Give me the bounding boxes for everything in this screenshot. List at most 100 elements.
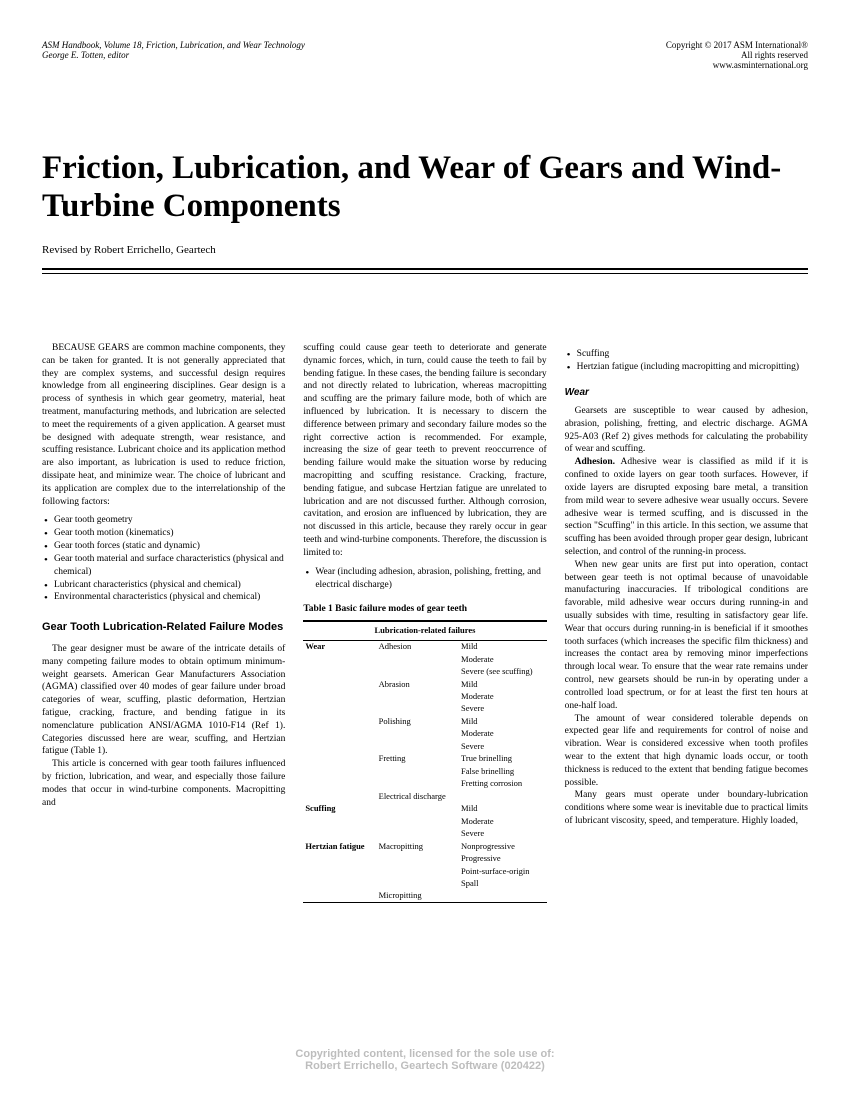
table-cell: Polishing [377, 715, 459, 727]
article-title: Friction, Lubrication, and Wear of Gears… [42, 150, 808, 226]
table-cell: Scuffing [303, 803, 376, 815]
table-cell: Micropitting [377, 890, 459, 903]
table-cell: Moderate [459, 728, 547, 740]
table-cell [377, 728, 459, 740]
list-item: Lubricant characteristics (physical and … [42, 579, 285, 592]
factors-list: Gear tooth geometryGear tooth motion (ki… [42, 514, 285, 604]
table-cell: Mild [459, 640, 547, 653]
table-row: Moderate [303, 728, 546, 740]
table-row: Hertzian fatigueMacropittingNonprogressi… [303, 840, 546, 852]
table-cell: Wear [303, 640, 376, 653]
table-cell [303, 753, 376, 765]
table-cell: Nonprogressive [459, 840, 547, 852]
table-cell [303, 890, 376, 903]
table-row: Severe [303, 740, 546, 752]
author-line: Revised by Robert Errichello, Geartech [42, 244, 808, 256]
editor: George E. Totten, editor [42, 50, 305, 60]
limits-list: Wear (including adhesion, abrasion, poli… [303, 566, 546, 592]
footer-line1: Copyrighted content, licensed for the so… [0, 1048, 850, 1060]
table-cell [377, 828, 459, 840]
list-item: Gear tooth geometry [42, 514, 285, 527]
rule-thick [42, 268, 808, 270]
table-cell [377, 703, 459, 715]
col1-p3: This article is concerned with gear toot… [42, 758, 285, 809]
table-cell: Progressive [459, 853, 547, 865]
table-cell [303, 765, 376, 777]
col3-p2-text: Adhesive wear is classified as mild if i… [565, 457, 808, 557]
intro-paragraph: BECAUSE GEARS are common machine compone… [42, 342, 285, 509]
table-cell: Hertzian fatigue [303, 840, 376, 852]
table-row: WearAdhesionMild [303, 640, 546, 653]
table-cell: Moderate [459, 653, 547, 665]
table-cell [303, 815, 376, 827]
table-row: PolishingMild [303, 715, 546, 727]
table-cell [303, 678, 376, 690]
table-cell: Electrical discharge [377, 790, 459, 802]
col2-p1: scuffing could cause gear teeth to deter… [303, 342, 546, 560]
col3-p4: The amount of wear considered tolerable … [565, 713, 808, 790]
table-cell: Fretting [377, 753, 459, 765]
table-cell: Mild [459, 678, 547, 690]
table-cell [303, 778, 376, 790]
table-row: Micropitting [303, 890, 546, 903]
wear-heading: Wear [565, 386, 808, 400]
adhesion-runhead: Adhesion. [575, 457, 615, 467]
list-item: Hertzian fatigue (including macropitting… [565, 361, 808, 374]
table-cell [303, 878, 376, 890]
url: www.asminternational.org [666, 60, 808, 70]
table-cell [303, 865, 376, 877]
table-cell: Mild [459, 803, 547, 815]
table-cell: Severe [459, 703, 547, 715]
rule-thin [42, 273, 808, 274]
list-item: Gear tooth motion (kinematics) [42, 527, 285, 540]
table-row: Point-surface-origin [303, 865, 546, 877]
header-row: ASM Handbook, Volume 18, Friction, Lubri… [42, 40, 808, 70]
table-cell [459, 890, 547, 903]
table-cell [377, 740, 459, 752]
table-cell [377, 865, 459, 877]
table-cell [377, 853, 459, 865]
list-item: Gear tooth forces (static and dynamic) [42, 540, 285, 553]
table-cell [303, 703, 376, 715]
table-cell: Severe (see scuffing) [459, 666, 547, 678]
table-cell: Point-surface-origin [459, 865, 547, 877]
footer-line2: Robert Errichello, Geartech Software (02… [0, 1060, 850, 1072]
table-cell [303, 653, 376, 665]
table-cell [303, 715, 376, 727]
table-cell: False brinelling [459, 765, 547, 777]
table-row: Fretting corrosion [303, 778, 546, 790]
table-row: Severe [303, 828, 546, 840]
table-cell: Severe [459, 740, 547, 752]
table-cell [303, 728, 376, 740]
table-title: Table 1 Basic failure modes of gear teet… [303, 603, 546, 616]
column-1: BECAUSE GEARS are common machine compone… [42, 342, 285, 904]
table-cell [303, 666, 376, 678]
table-cell [377, 690, 459, 702]
table-cell [377, 765, 459, 777]
table-cell: Adhesion [377, 640, 459, 653]
table-cell: Severe [459, 828, 547, 840]
table-row: Severe (see scuffing) [303, 666, 546, 678]
table-cell: Fretting corrosion [459, 778, 547, 790]
table-cell: Moderate [459, 690, 547, 702]
failure-table: Lubrication-related failures WearAdhesio… [303, 620, 546, 903]
table-cell [377, 878, 459, 890]
list-item: Wear (including adhesion, abrasion, poli… [303, 566, 546, 592]
table-row: Scuffing Mild [303, 803, 546, 815]
table-row: Severe [303, 703, 546, 715]
col3-bullets: ScuffingHertzian fatigue (including macr… [565, 348, 808, 374]
table-cell: Spall [459, 878, 547, 890]
pub-title: ASM Handbook, Volume 18, Friction, Lubri… [42, 40, 305, 50]
col3-p2: Adhesion. Adhesive wear is classified as… [565, 456, 808, 559]
table-row: Electrical discharge [303, 790, 546, 802]
list-item: Environmental characteristics (physical … [42, 591, 285, 604]
col1-p2: The gear designer must be aware of the i… [42, 643, 285, 758]
col3-p1: Gearsets are susceptible to wear caused … [565, 405, 808, 456]
table-cell: Mild [459, 715, 547, 727]
table-cell [377, 666, 459, 678]
column-2: scuffing could cause gear teeth to deter… [303, 342, 546, 904]
copyright: Copyright © 2017 ASM International® [666, 40, 808, 50]
table-cell [377, 653, 459, 665]
table-row: Progressive [303, 853, 546, 865]
table-row: FrettingTrue brinelling [303, 753, 546, 765]
